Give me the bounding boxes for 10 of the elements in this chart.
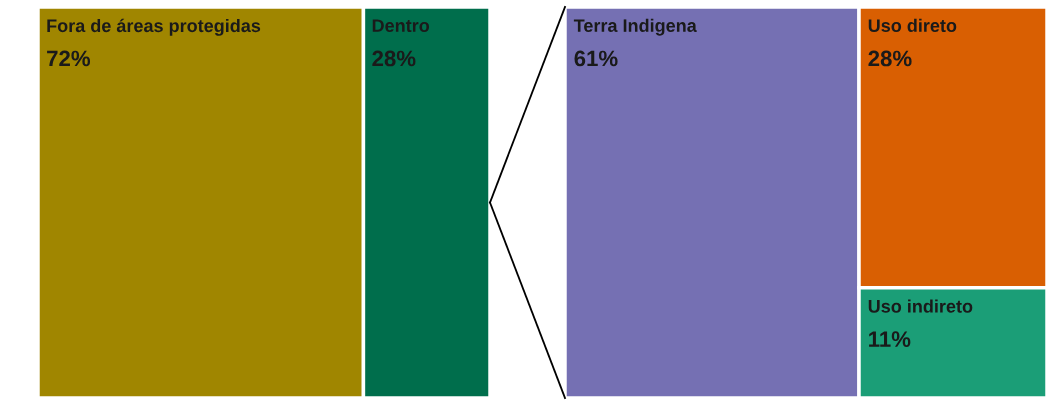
data-label: 61% <box>574 50 618 67</box>
data-label: 28% <box>868 50 912 67</box>
category-label: Terra Indigena <box>573 18 697 36</box>
data-label: 72% <box>47 50 91 67</box>
category-label: Fora de áreas protegidas <box>47 18 261 36</box>
category-label: Uso direto <box>868 18 957 32</box>
category-label: Dentro <box>372 19 430 32</box>
data-label: 28% <box>372 50 416 67</box>
category-label: Uso indireto <box>868 299 973 313</box>
data-label: 11% <box>869 331 911 348</box>
